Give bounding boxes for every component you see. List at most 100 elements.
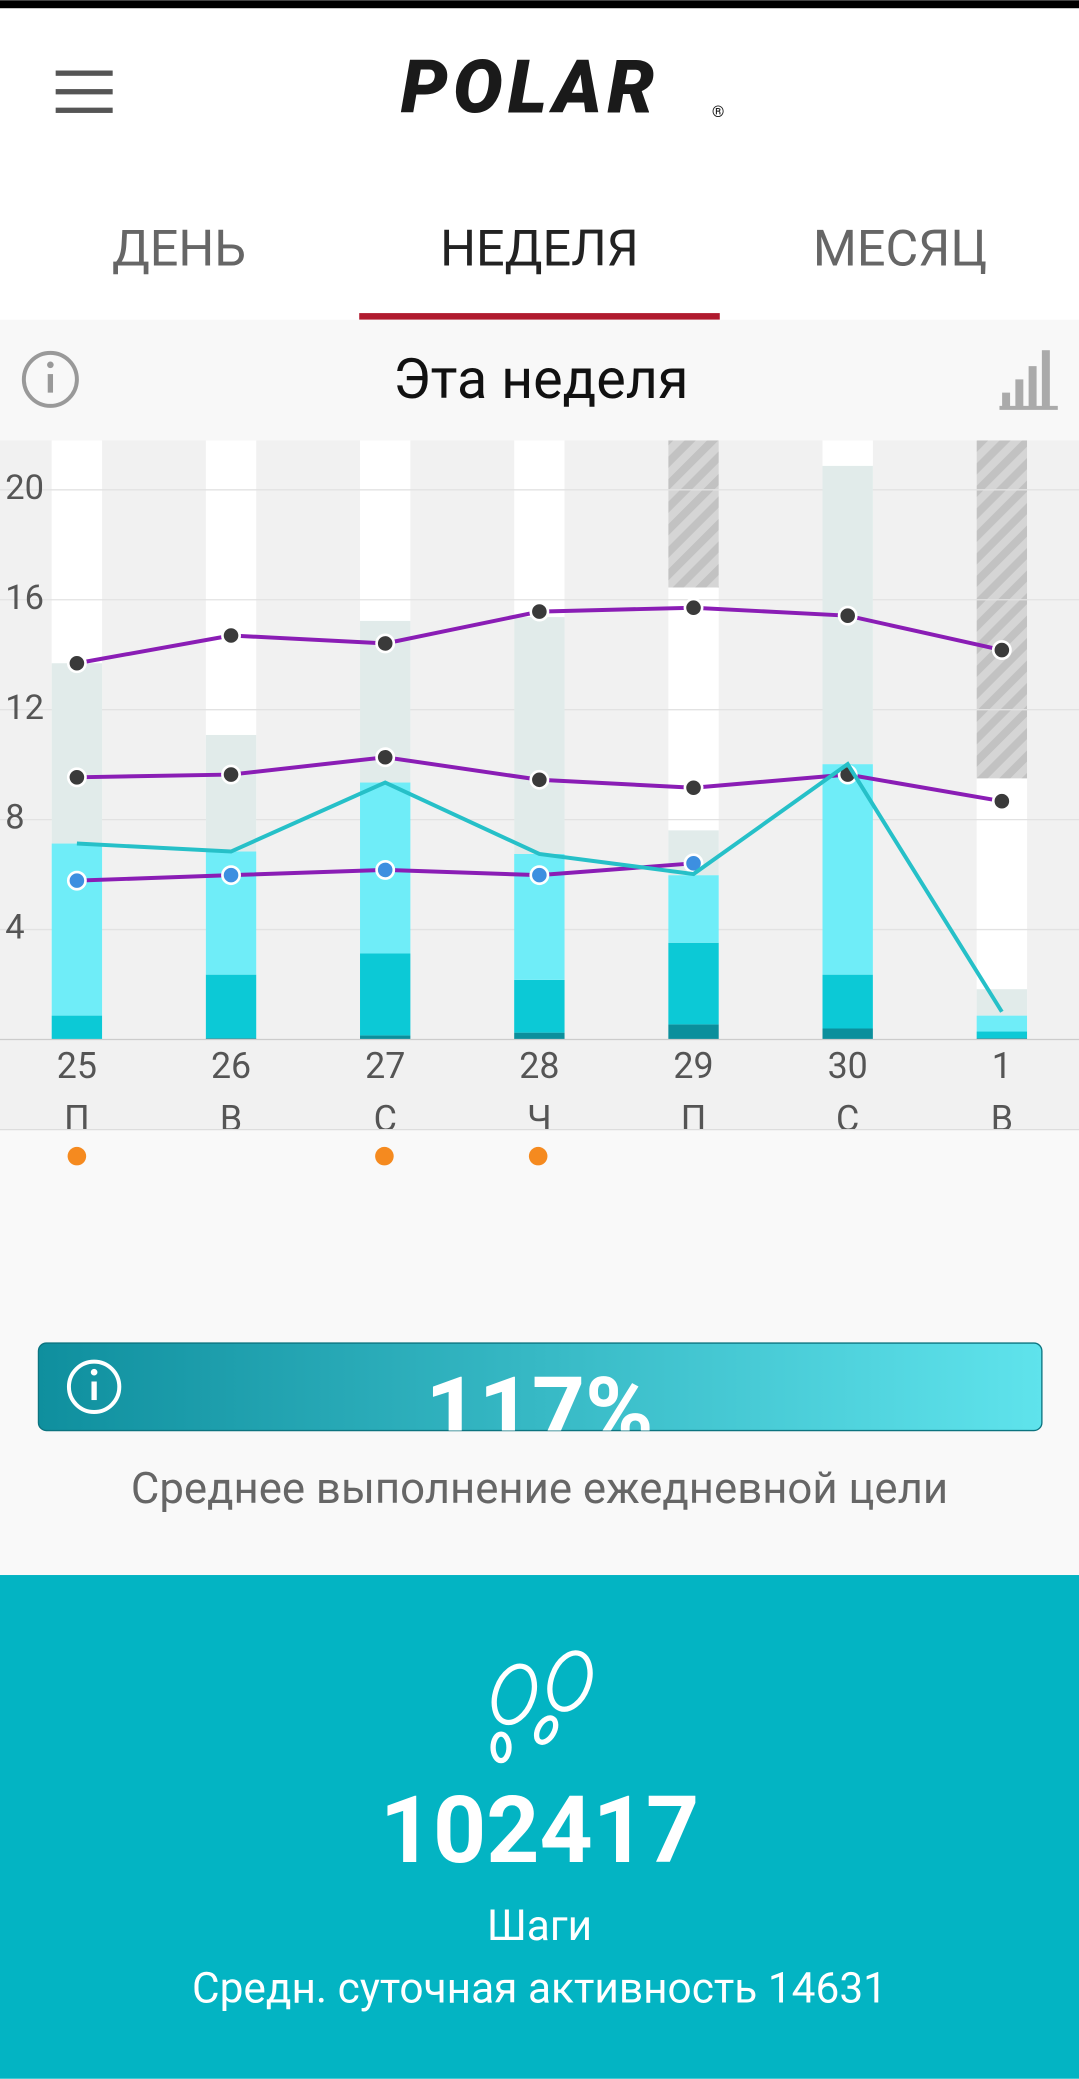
weekday-label: В [220,1098,242,1140]
steps-panel [0,1575,1079,2079]
trend-point [837,605,858,626]
trend-point [991,640,1012,660]
icon-bar [1002,392,1011,409]
event-dot [528,1146,548,1166]
x-tick-label: 1 [992,1045,1012,1087]
icon-bar [1041,350,1050,409]
footprint [547,1650,593,1712]
info-icon [91,1381,97,1401]
x-tick-label: 27 [365,1045,405,1087]
footprint [490,1731,512,1764]
bar-segment [51,843,103,1016]
bar-segment [976,1031,1028,1039]
info-icon [47,361,54,369]
trend-point [375,859,396,880]
x-tick-label: 30 [828,1045,868,1087]
tab[interactable]: ДЕНЬ [112,219,246,278]
future-hatch [668,440,719,588]
trend-point [991,791,1012,812]
steps-value: 102417 [380,1776,699,1885]
weekday-label: Ч [527,1098,551,1140]
trend-point [66,767,87,788]
bar-segment [205,1038,257,1040]
icon-base [999,405,1058,410]
steps-average: Средн. суточная активность 14631 [192,1964,887,2013]
goal-bar: 117% [37,1342,1043,1466]
y-tick-label: 4 [5,908,24,948]
weekday-label: В [991,1098,1013,1140]
weekday-label: С [374,1098,397,1140]
trend-point [529,601,550,622]
bar-segment [514,617,565,854]
logo-mark: ® [712,102,725,121]
panel-title: Эта неделя [393,346,688,412]
panel-header [0,319,1079,441]
icon-bar [1015,379,1024,409]
bar-segment [822,764,873,975]
bar-segment [51,663,103,844]
trend-point [529,865,550,886]
bar-segment [822,974,873,1029]
y-tick-label: 16 [5,578,44,618]
tab[interactable]: МЕСЯЦ [813,219,987,278]
bar-segment [205,734,257,852]
bar-segment [360,953,411,1036]
event-dot [67,1146,87,1166]
info-icon [21,350,79,408]
trend-line [76,761,1004,1013]
info-icon [90,1368,98,1376]
bar-segment [822,1028,873,1040]
tab-indicator [359,313,720,320]
logo: POLAR [401,45,660,132]
y-tick-label: 20 [5,468,44,508]
trend-point [683,777,704,798]
trend-point [221,865,241,886]
trend-point [375,747,396,768]
trend-point [683,597,704,618]
bar-segment [668,1024,719,1040]
footprint [491,1663,538,1726]
tab-selected[interactable]: НЕДЕЛЯ [440,219,639,278]
y-tick-label: 12 [5,688,44,728]
menu-line [55,107,113,113]
x-tick-label: 28 [519,1045,559,1087]
trend-point [375,633,396,654]
goal-bar-fill [37,1342,1043,1432]
y-tick-label: 8 [5,798,24,838]
chart-type-button[interactable] [999,350,1058,410]
bar-segment [205,974,257,1039]
bar-segment [668,875,719,943]
bar-segment [976,1015,1028,1032]
x-tick-label: 25 [57,1045,97,1087]
bar-segment [514,979,565,1033]
goal-caption: Среднее выполнение ежедневной цели [131,1462,948,1514]
menu-line [55,70,113,76]
footprint [533,1715,559,1745]
weekday-label: П [64,1098,90,1140]
trend-point [221,625,241,646]
menu-line [55,89,113,95]
trend-point [221,764,241,785]
steps-label: Шаги [487,1902,592,1951]
x-tick-label: 29 [673,1045,713,1087]
status-bar [0,0,1079,9]
icon-bar [1028,366,1037,409]
future-hatch [976,440,1028,779]
trend-point [529,769,550,790]
trend-point [66,870,87,891]
goal-value: 117% [425,1357,653,1466]
weekday-label: С [836,1098,859,1140]
chart: 4 8 12 16 20 25 П 26 В 27 С 28 Ч 29 П 30 С 1 В [0,440,1079,1140]
menu-button[interactable] [55,70,113,113]
bar-segment [360,1035,411,1040]
info-icon[interactable] [66,1359,122,1414]
info-icon [47,374,54,393]
bar-segment [514,1032,565,1040]
weekday-label: П [681,1098,707,1140]
info-button[interactable] [21,350,79,408]
event-dot [375,1146,394,1166]
bar-segment [668,942,719,1025]
bar-segment [976,1038,1028,1040]
trend-point [66,653,87,674]
